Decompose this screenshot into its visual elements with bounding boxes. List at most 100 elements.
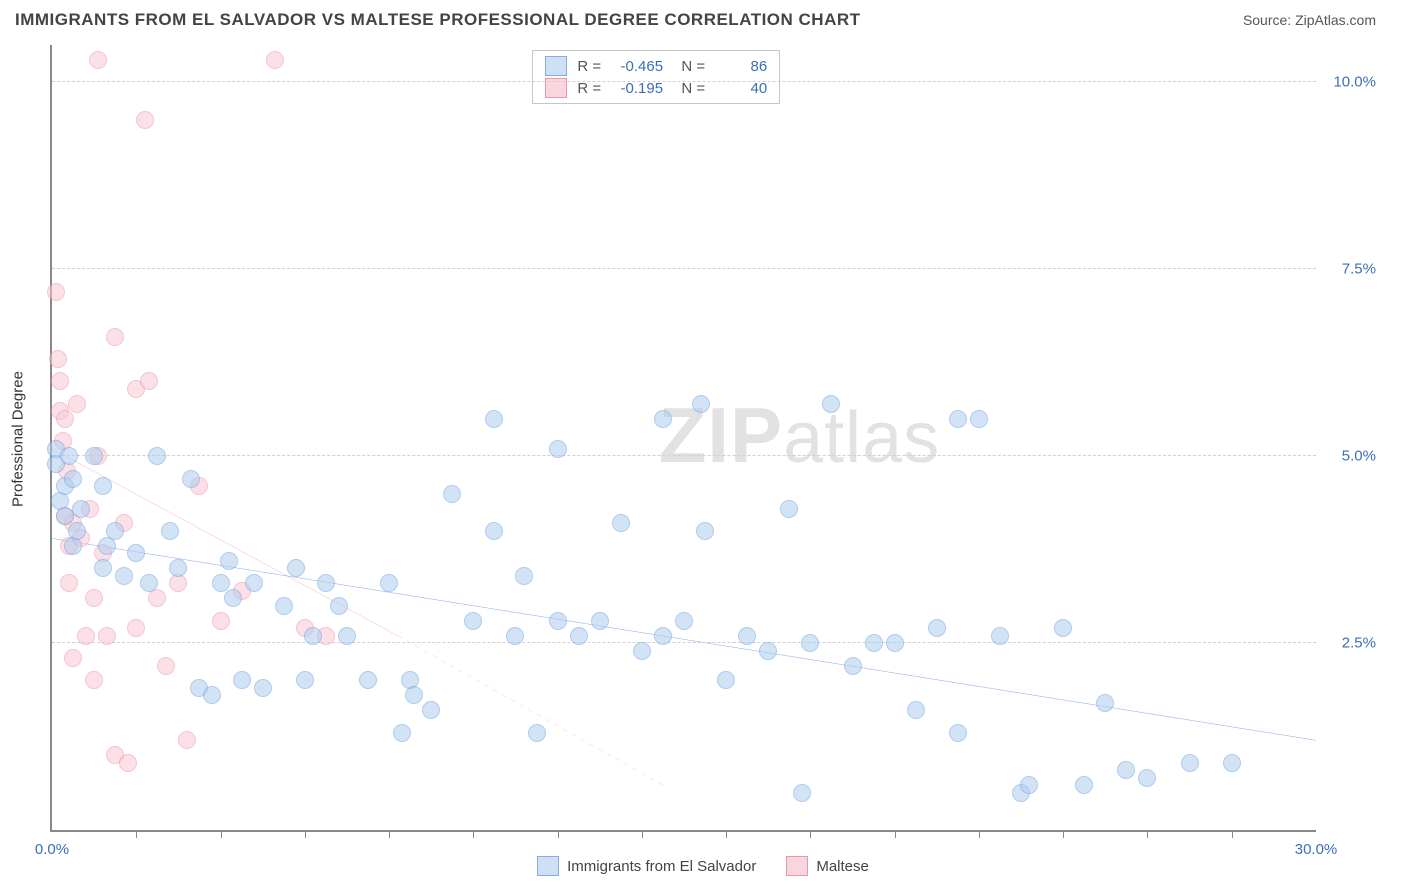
x-tick bbox=[895, 830, 896, 838]
data-point bbox=[1117, 761, 1135, 779]
data-point bbox=[161, 522, 179, 540]
data-point bbox=[203, 686, 221, 704]
data-point bbox=[296, 671, 314, 689]
data-point bbox=[654, 627, 672, 645]
data-point bbox=[140, 574, 158, 592]
y-tick-label: 7.5% bbox=[1342, 261, 1376, 278]
data-point bbox=[696, 522, 714, 540]
data-point bbox=[612, 514, 630, 532]
plot-region: ZIPatlas R = -0.465 N = 86 R = -0.195 N … bbox=[50, 45, 1316, 832]
data-point bbox=[949, 410, 967, 428]
data-point bbox=[85, 447, 103, 465]
data-point bbox=[115, 567, 133, 585]
data-point bbox=[549, 440, 567, 458]
data-point bbox=[330, 597, 348, 615]
stats-row-maltese: R = -0.195 N = 40 bbox=[533, 77, 779, 99]
x-tick bbox=[1063, 830, 1064, 838]
data-point bbox=[51, 372, 69, 390]
data-point bbox=[822, 395, 840, 413]
data-point bbox=[506, 627, 524, 645]
data-point bbox=[1181, 754, 1199, 772]
x-tick bbox=[979, 830, 980, 838]
data-point bbox=[780, 500, 798, 518]
data-point bbox=[287, 559, 305, 577]
data-point bbox=[485, 522, 503, 540]
data-point bbox=[94, 559, 112, 577]
data-point bbox=[928, 619, 946, 637]
data-point bbox=[886, 634, 904, 652]
data-point bbox=[275, 597, 293, 615]
data-point bbox=[85, 671, 103, 689]
data-point bbox=[304, 627, 322, 645]
y-tick-label: 10.0% bbox=[1333, 74, 1376, 91]
data-point bbox=[844, 657, 862, 675]
data-point bbox=[224, 589, 242, 607]
data-point bbox=[801, 634, 819, 652]
x-tick bbox=[642, 830, 643, 838]
y-axis-label: Professional Degree bbox=[10, 371, 27, 507]
data-point bbox=[60, 574, 78, 592]
data-point bbox=[94, 477, 112, 495]
y-tick-label: 5.0% bbox=[1342, 448, 1376, 465]
data-point bbox=[72, 500, 90, 518]
data-point bbox=[47, 283, 65, 301]
data-point bbox=[64, 470, 82, 488]
data-point bbox=[266, 51, 284, 69]
data-point bbox=[136, 111, 154, 129]
data-point bbox=[233, 671, 251, 689]
data-point bbox=[570, 627, 588, 645]
data-point bbox=[633, 642, 651, 660]
data-point bbox=[675, 612, 693, 630]
data-point bbox=[98, 627, 116, 645]
x-tick bbox=[558, 830, 559, 838]
swatch-icon bbox=[786, 856, 808, 876]
swatch-icon bbox=[537, 856, 559, 876]
data-point bbox=[64, 649, 82, 667]
header-bar: IMMIGRANTS FROM EL SALVADOR VS MALTESE P… bbox=[0, 0, 1406, 35]
bottom-legend: Immigrants from El Salvador Maltese bbox=[0, 856, 1406, 876]
x-tick bbox=[305, 830, 306, 838]
data-point bbox=[254, 679, 272, 697]
data-point bbox=[89, 51, 107, 69]
data-point bbox=[1020, 776, 1038, 794]
data-point bbox=[865, 634, 883, 652]
chart-title: IMMIGRANTS FROM EL SALVADOR VS MALTESE P… bbox=[15, 10, 861, 30]
legend-item-el-salvador: Immigrants from El Salvador bbox=[537, 856, 756, 876]
data-point bbox=[528, 724, 546, 742]
data-point bbox=[60, 447, 78, 465]
data-point bbox=[654, 410, 672, 428]
data-point bbox=[759, 642, 777, 660]
data-point bbox=[1075, 776, 1093, 794]
data-point bbox=[949, 724, 967, 742]
data-point bbox=[212, 612, 230, 630]
data-point bbox=[793, 784, 811, 802]
data-point bbox=[106, 328, 124, 346]
data-point bbox=[245, 574, 263, 592]
data-point bbox=[1138, 769, 1156, 787]
data-point bbox=[182, 470, 200, 488]
data-point bbox=[907, 701, 925, 719]
regression-lines bbox=[52, 45, 1316, 830]
data-point bbox=[549, 612, 567, 630]
data-point bbox=[405, 686, 423, 704]
data-point bbox=[393, 724, 411, 742]
data-point bbox=[127, 619, 145, 637]
data-point bbox=[1096, 694, 1114, 712]
source-credit: Source: ZipAtlas.com bbox=[1243, 12, 1376, 28]
data-point bbox=[738, 627, 756, 645]
x-tick bbox=[136, 830, 137, 838]
data-point bbox=[49, 350, 67, 368]
x-tick bbox=[1232, 830, 1233, 838]
data-point bbox=[157, 657, 175, 675]
data-point bbox=[338, 627, 356, 645]
data-point bbox=[68, 395, 86, 413]
data-point bbox=[119, 754, 137, 772]
data-point bbox=[380, 574, 398, 592]
gridline bbox=[52, 642, 1316, 643]
data-point bbox=[970, 410, 988, 428]
data-point bbox=[717, 671, 735, 689]
data-point bbox=[515, 567, 533, 585]
stats-legend: R = -0.465 N = 86 R = -0.195 N = 40 bbox=[532, 50, 780, 104]
data-point bbox=[127, 544, 145, 562]
data-point bbox=[1054, 619, 1072, 637]
